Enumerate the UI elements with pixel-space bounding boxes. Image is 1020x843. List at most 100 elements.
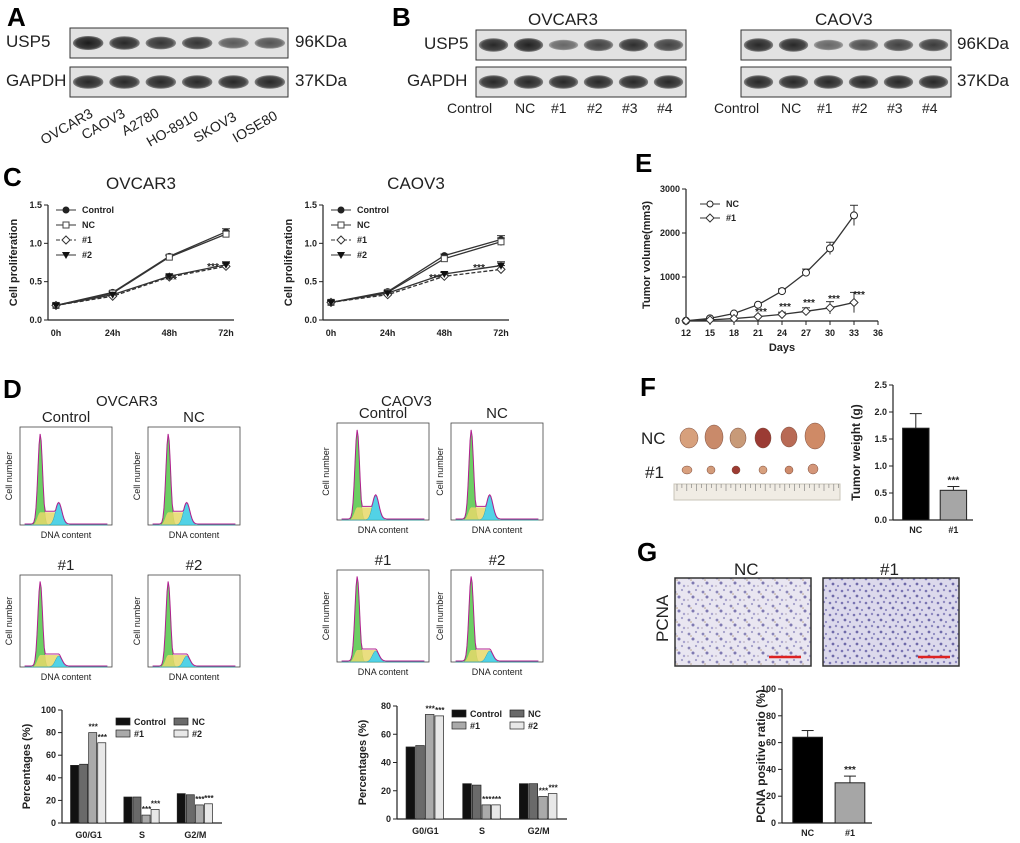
- C1-series-2-line: [55, 233, 227, 307]
- E-legend-label: #1: [726, 213, 736, 223]
- E-series-2-point: [777, 309, 787, 320]
- D1-legend-swatch: [115, 717, 131, 726]
- G-xtick-label: #1: [845, 828, 855, 838]
- usp5-b-caov3-band-6: [918, 38, 949, 52]
- D1-legend-label: NC: [192, 717, 205, 727]
- D1-ytick-label: 60: [46, 750, 56, 760]
- D2-legend-label: #2: [528, 721, 538, 731]
- D2-legend-swatch: [509, 709, 525, 718]
- D2-ytick-label: 20: [381, 786, 391, 796]
- C2-title: CAOV3: [387, 174, 445, 193]
- hist-caov3-control-title: Control: [359, 405, 407, 422]
- E-xtick-label: 15: [705, 328, 715, 338]
- blot-a-lane-skov3: SKOV3: [191, 108, 240, 145]
- E-legend-marker: [705, 213, 715, 223]
- C1-series-4-line: [55, 264, 227, 307]
- C1-series-4-point: [165, 273, 174, 281]
- tumor-1-6: [807, 463, 819, 475]
- gapdh-a-band-5: [218, 75, 249, 89]
- tumor-specimens: [679, 422, 826, 475]
- blot-a-protein-gapdh: GAPDH: [6, 71, 66, 90]
- C1-xtick-label: 48h: [162, 328, 178, 338]
- E-ytick-label: 1000: [660, 272, 680, 282]
- E-annotation: ***: [828, 294, 840, 305]
- D1-legend-label: #2: [192, 729, 202, 739]
- blot-b-ovcar3-lane-4: #4: [657, 100, 673, 116]
- blot-b-caov3-lane-control: Control: [714, 100, 759, 116]
- C2-series-2-point: [497, 238, 505, 246]
- hist-caov3-nc-xlabel: DNA content: [472, 525, 523, 535]
- D1-legend-label: #1: [134, 729, 144, 739]
- gapdh-b-caov3-band-6: [918, 75, 949, 89]
- ihc-image-1: [822, 577, 960, 667]
- hist-ovcar3-1-g2-peak: [24, 655, 108, 668]
- tumor-nc-5: [780, 426, 798, 448]
- blot-b-ovcar3-lane-1: #1: [551, 100, 567, 116]
- D2-ytick-label: 80: [381, 701, 391, 711]
- hist-ovcar3-control-title: Control: [42, 409, 90, 426]
- E-series-1-line: [685, 215, 855, 322]
- D2-annotation: ***: [548, 784, 558, 793]
- D2-annotation: ***: [539, 786, 549, 795]
- D2-legend-swatch: [451, 721, 467, 730]
- G-ytick-label: 20: [766, 791, 776, 801]
- gapdh-b-ovcar3-band-1: [478, 75, 509, 89]
- F-xtick-label: #1: [948, 525, 958, 535]
- blot-a-size-96: 96KDa: [295, 32, 348, 51]
- D2-legend-swatch: [451, 709, 467, 718]
- C1-legend-label: NC: [82, 220, 95, 230]
- E-annotation: ***: [853, 290, 865, 301]
- D2-bar-S-4: [491, 804, 501, 820]
- chart-c-caov3-proliferation: 0.0 0.5 1.0 1.5 0h 24h 48h 72h Control NC #1 #2 CAOV…: [283, 174, 509, 338]
- hist-group-title-ovcar3: OVCAR3: [96, 393, 158, 410]
- E-xtick-label: 36: [873, 328, 883, 338]
- hist-ovcar3-nc-frame: [147, 426, 241, 526]
- D2-legend-label: #1: [470, 721, 480, 731]
- hist-ovcar3-control-ylabel: Cell number: [4, 452, 14, 501]
- blot-b-size-37: 37KDa: [957, 71, 1010, 90]
- E-series-2-point: [849, 297, 859, 308]
- D2-ytick-label: 0: [386, 814, 391, 824]
- D2-legend-label: Control: [470, 709, 502, 719]
- hist-caov3-2-g2-peak: [455, 650, 539, 663]
- blot-b-caov3-lane-nc: NC: [781, 100, 801, 116]
- blot-b-bands: [478, 38, 949, 89]
- D1-legend-swatch: [173, 717, 189, 726]
- hist-caov3-control-s-phase: [341, 507, 425, 520]
- C1-legend-marker: [62, 221, 70, 229]
- hist-group-title-caov3: CAOV3: [381, 393, 432, 410]
- D2-bar-G0G1-2: [415, 745, 425, 820]
- C1-annotation: ***: [207, 262, 219, 273]
- gapdh-b-ovcar3-band-2: [513, 75, 544, 89]
- panel-letter-a: A: [7, 2, 26, 32]
- tumor-1-4: [758, 465, 768, 475]
- blot-a-size-37: 37KDa: [295, 71, 348, 90]
- hist-ovcar3-control-s-phase: [24, 512, 108, 525]
- C1-series-2-point: [222, 230, 230, 238]
- C2-legend-label: #2: [357, 250, 367, 260]
- E-series-1-point: [754, 300, 762, 309]
- gapdh-b-caov3-band-1: [743, 75, 774, 89]
- G-bar-2: [834, 782, 866, 824]
- F-ytick-label: 2.0: [874, 407, 887, 417]
- C2-legend-label: Control: [357, 205, 389, 215]
- gapdh-a-band-6: [254, 75, 286, 89]
- D1-ytick-label: 20: [46, 795, 56, 805]
- D1-bar-S-2: [132, 796, 142, 824]
- E-legend-marker: [706, 200, 714, 208]
- usp5-b-caov3-band-3: [813, 39, 844, 51]
- D2-legend-label: NC: [528, 709, 541, 719]
- hist-ovcar3-1-frame: [19, 574, 113, 668]
- gapdh-b-ovcar3-band-3: [548, 75, 579, 89]
- hist-ovcar3-nc-xlabel: DNA content: [169, 530, 220, 540]
- hist-ovcar3-2-s-phase: [152, 655, 236, 667]
- usp5-a-band-5: [218, 37, 249, 49]
- usp5-a-band-6: [254, 37, 286, 49]
- panel-letter-f: F: [640, 372, 656, 402]
- ihc-title-1: #1: [880, 560, 899, 579]
- C1-legend-label: #1: [82, 235, 92, 245]
- E-legend-label: NC: [726, 199, 739, 209]
- hist-ovcar3-2-ylabel: Cell number: [132, 597, 142, 646]
- panel-f-tumor-photo: NC #1: [641, 415, 842, 502]
- D1-ytick-label: 80: [46, 728, 56, 738]
